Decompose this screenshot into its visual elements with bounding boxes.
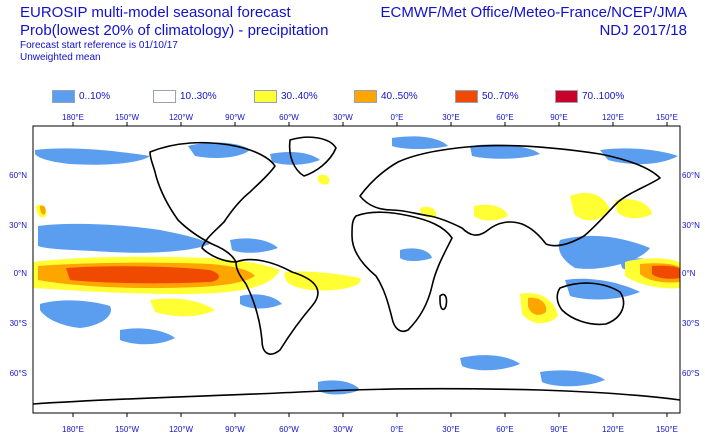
lon-label: 30°E	[442, 113, 459, 122]
legend-swatch	[52, 90, 75, 103]
lon-label: 30°W	[333, 113, 353, 122]
lon-label: 120°W	[169, 425, 194, 434]
lon-label: 90°E	[550, 425, 567, 434]
title-line-4: Unweighted mean	[20, 52, 101, 63]
legend-swatch	[153, 90, 176, 103]
lon-label: 150°W	[115, 425, 140, 434]
legend-label: 70..100%	[582, 91, 625, 102]
lon-label: 150°E	[656, 425, 678, 434]
lat-label: 60°S	[682, 369, 699, 378]
map-frame	[32, 125, 681, 414]
legend-swatch	[555, 90, 578, 103]
title-line-2: Prob(lowest 20% of climatology) - precip…	[20, 22, 329, 39]
tick-marks	[72, 122, 668, 417]
lat-labels-right: 60°N 30°N 0°N 30°S 60°S	[682, 171, 700, 378]
header-right: ECMWF/Met Office/Meteo-France/NCEP/JMA N…	[381, 4, 687, 40]
lon-label: 90°W	[225, 113, 245, 122]
legend-label: 10..30%	[180, 91, 217, 102]
lat-label: 30°S	[682, 319, 699, 328]
lat-label: 30°N	[9, 221, 27, 230]
lon-label: 150°E	[656, 113, 678, 122]
lon-label: 60°E	[496, 425, 513, 434]
lat-labels-left: 60°N 30°N 0°N 30°S 60°S	[9, 171, 27, 378]
lon-label: 30°E	[442, 425, 459, 434]
legend: 0..10% 10..30% 30..40% 40..50% 50..70% 7…	[52, 90, 652, 104]
lon-label: 90°E	[550, 113, 567, 122]
lon-label: 30°W	[333, 425, 353, 434]
lon-label: 0°E	[391, 425, 404, 434]
header-right-line-2: NDJ 2017/18	[599, 22, 687, 39]
lon-label: 60°W	[279, 113, 299, 122]
lon-label: 120°E	[602, 425, 624, 434]
lat-label: 60°N	[9, 171, 27, 180]
lon-label: 120°W	[169, 113, 194, 122]
title-line-1: EUROSIP multi-model seasonal forecast	[20, 4, 291, 21]
lat-label: 60°N	[682, 171, 700, 180]
lon-label: 180°E	[62, 425, 84, 434]
lon-label: 150°W	[115, 113, 140, 122]
lat-label: 30°S	[10, 319, 27, 328]
lat-label: 0°N	[14, 269, 28, 278]
lat-label: 60°S	[10, 369, 27, 378]
legend-label: 30..40%	[281, 91, 318, 102]
lon-label: 180°E	[62, 113, 84, 122]
lon-label: 0°E	[391, 113, 404, 122]
lon-label: 120°E	[602, 113, 624, 122]
lon-label: 60°E	[496, 113, 513, 122]
lat-label: 30°N	[682, 221, 700, 230]
lon-label: 60°W	[279, 425, 299, 434]
title-line-3: Forecast start reference is 01/10/17	[20, 40, 178, 51]
title-block: EUROSIP multi-model seasonal forecast Pr…	[20, 4, 328, 64]
prob-50-70-areas	[66, 265, 680, 284]
lon-label: 90°W	[225, 425, 245, 434]
legend-label: 50..70%	[482, 91, 519, 102]
lon-labels-top: 180°E 150°W 120°W 90°W 60°W 30°W 0°E 30°…	[62, 113, 678, 122]
probability-shading	[33, 136, 680, 395]
legend-swatch	[254, 90, 277, 103]
legend-label: 40..50%	[381, 91, 418, 102]
lat-label: 0°N	[682, 269, 696, 278]
legend-label: 0..10%	[79, 91, 111, 102]
legend-swatch	[455, 90, 478, 103]
coastlines	[33, 136, 680, 405]
legend-swatch	[354, 90, 377, 103]
header-right-line-1: ECMWF/Met Office/Meteo-France/NCEP/JMA	[380, 4, 687, 21]
lon-labels-bottom: 180°E 150°W 120°W 90°W 60°W 30°W 0°E 30°…	[62, 425, 678, 434]
